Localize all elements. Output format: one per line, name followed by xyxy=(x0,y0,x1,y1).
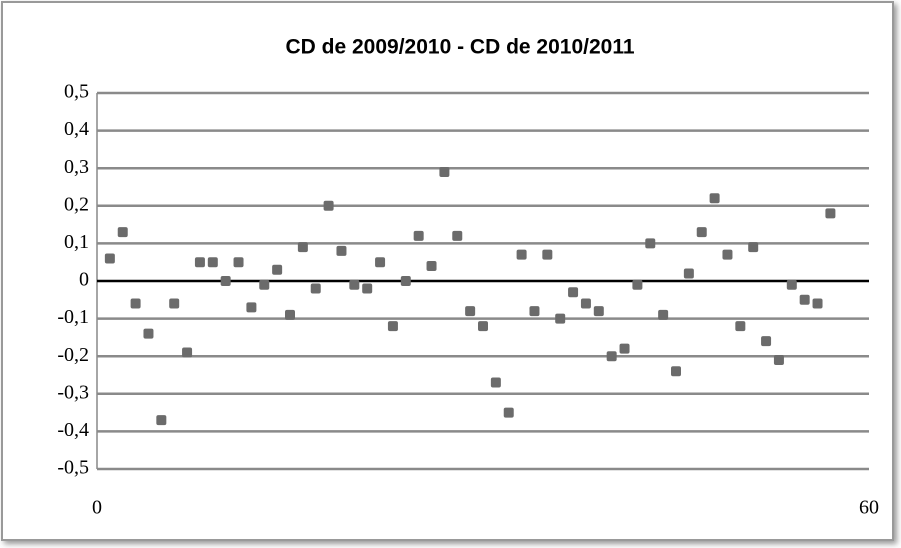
data-point xyxy=(117,227,128,238)
y-tick-label: 0,5 xyxy=(64,81,89,103)
data-point xyxy=(606,351,617,362)
data-point xyxy=(220,276,231,286)
data-point xyxy=(503,407,514,418)
y-tick-label: -0,5 xyxy=(57,457,89,479)
data-point xyxy=(645,238,656,249)
data-point xyxy=(671,366,681,377)
data-point xyxy=(156,415,167,426)
y-tick-label: 0,3 xyxy=(64,156,89,178)
data-point xyxy=(426,260,437,271)
data-point xyxy=(285,309,295,320)
data-point xyxy=(310,283,321,294)
data-point xyxy=(169,298,180,309)
y-tick-label: 0 xyxy=(79,269,89,291)
data-point xyxy=(658,309,669,320)
data-point xyxy=(825,208,836,219)
data-point xyxy=(799,294,810,305)
data-point xyxy=(413,230,424,241)
data-point xyxy=(555,313,566,324)
data-point xyxy=(182,347,193,358)
data-point xyxy=(683,268,694,279)
data-point xyxy=(619,343,630,354)
y-tick-label: -0,1 xyxy=(57,306,89,328)
data-point xyxy=(104,253,115,264)
data-point xyxy=(490,377,501,388)
data-point xyxy=(516,249,527,260)
data-point xyxy=(465,306,476,317)
data-point xyxy=(207,257,218,268)
data-point xyxy=(143,328,154,339)
data-point xyxy=(362,283,373,294)
data-point xyxy=(593,306,604,317)
data-point xyxy=(696,227,707,238)
data-point xyxy=(568,287,579,298)
y-tick-label: -0,2 xyxy=(57,344,89,366)
data-point xyxy=(812,298,823,309)
y-tick-label: -0,3 xyxy=(57,381,89,403)
data-point xyxy=(272,264,283,275)
data-point xyxy=(773,354,784,365)
data-point xyxy=(580,298,591,309)
data-point xyxy=(748,242,759,253)
data-point xyxy=(387,321,398,332)
y-tick-label: 0,1 xyxy=(64,231,89,253)
data-point xyxy=(400,276,411,286)
data-point xyxy=(259,279,270,290)
data-point xyxy=(233,257,244,268)
x-tick-label: 0 xyxy=(92,497,102,519)
data-point xyxy=(786,279,797,290)
data-point xyxy=(735,321,746,332)
data-point xyxy=(336,245,347,256)
data-point xyxy=(761,336,772,347)
data-point xyxy=(375,257,386,268)
data-point xyxy=(439,166,450,177)
y-tick-label: 0,4 xyxy=(64,118,89,140)
data-point xyxy=(722,249,733,260)
data-point xyxy=(529,306,540,317)
data-point xyxy=(452,230,463,241)
data-point xyxy=(349,279,360,290)
chart-title: CD de 2009/2010 - CD de 2010/2011 xyxy=(285,36,634,59)
data-point xyxy=(194,257,205,268)
x-tick-label: 60 xyxy=(859,497,879,519)
y-tick-label: -0,4 xyxy=(57,419,89,441)
data-point xyxy=(632,279,643,290)
data-point xyxy=(246,302,257,313)
data-point xyxy=(709,193,720,204)
data-point xyxy=(478,321,488,332)
y-tick-label: 0,2 xyxy=(64,193,89,215)
data-point xyxy=(323,200,334,211)
chart-frame xyxy=(1,1,894,541)
data-point xyxy=(130,298,141,309)
data-point xyxy=(542,249,553,260)
data-point xyxy=(297,242,308,253)
